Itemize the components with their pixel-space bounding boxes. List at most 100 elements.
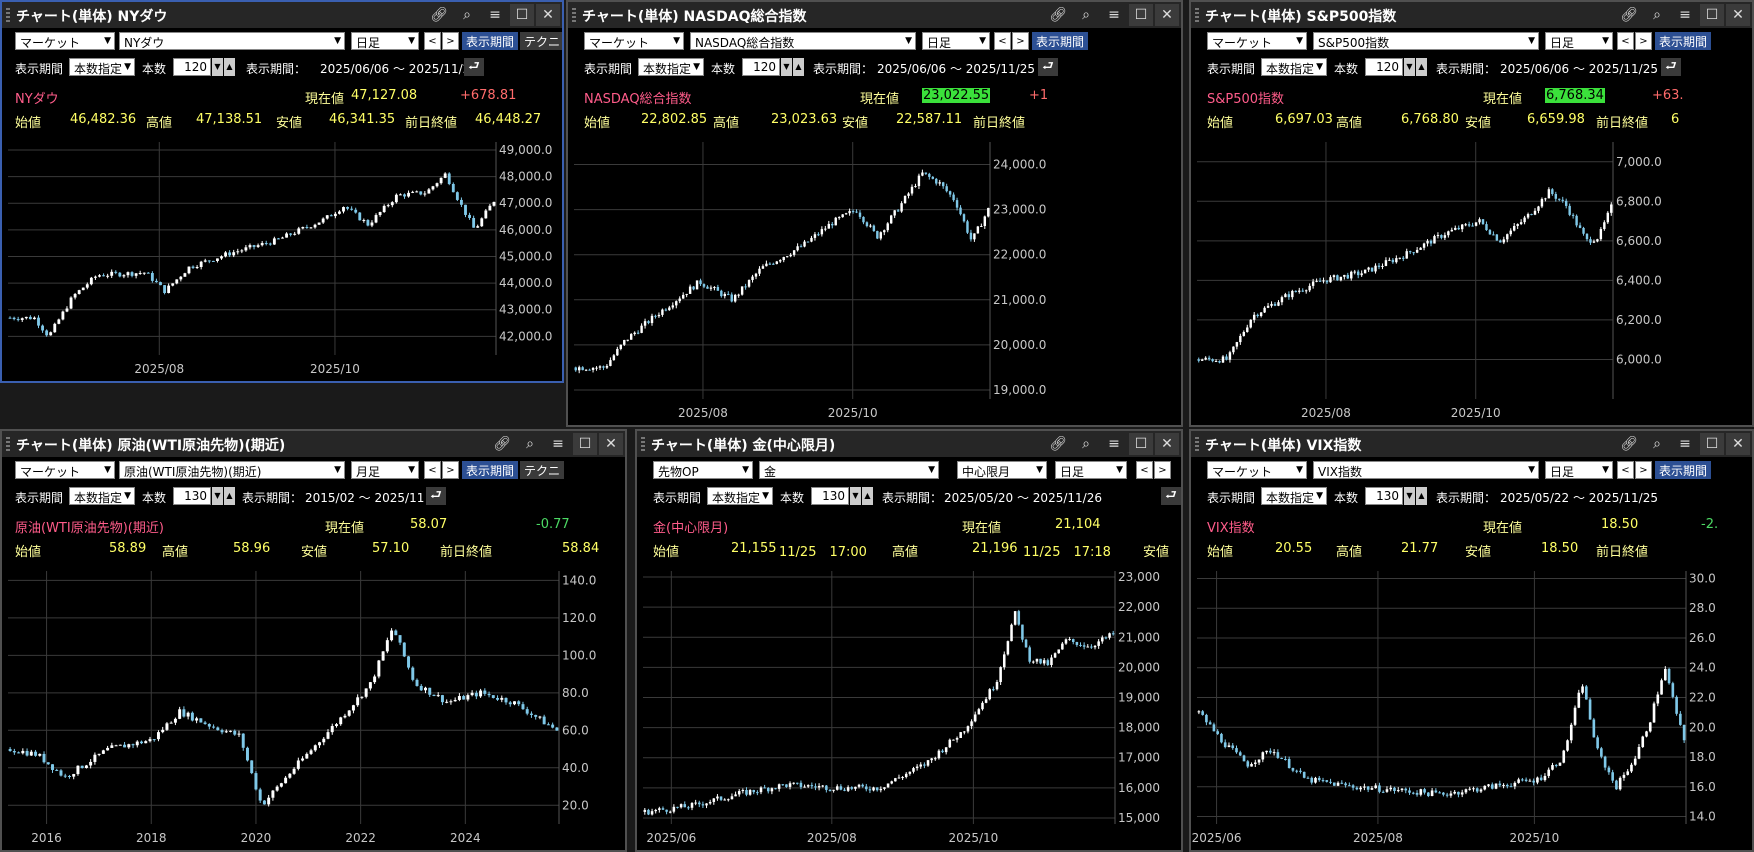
menu-icon[interactable]: ≡: [1108, 436, 1120, 452]
close-icon[interactable]: ✕: [1155, 433, 1179, 455]
count-up-icon[interactable]: ▲: [1416, 487, 1427, 505]
period-mode-select[interactable]: 本数指定 ▼: [1261, 487, 1327, 505]
market-select[interactable]: マーケット ▼: [1207, 461, 1307, 479]
contract-select[interactable]: 中心限月 ▼: [957, 461, 1047, 479]
search-icon[interactable]: ⌕: [1653, 436, 1661, 452]
candlestick-chart[interactable]: 19,000.0 20,000.0 21,000.0 22,000.0 23,000.0…: [568, 138, 1056, 425]
candlestick-chart[interactable]: 15,000 16,000 17,000 18,000 19,000 20,000 21,0…: [637, 567, 1181, 850]
count-down-icon[interactable]: ▼: [212, 487, 223, 505]
refresh-icon[interactable]: ⮐: [1161, 487, 1181, 505]
search-icon[interactable]: ⌕: [1082, 436, 1090, 452]
period-mode-select[interactable]: 本数指定 ▼: [1261, 58, 1327, 76]
link-icon[interactable]: 🔗︎: [1049, 7, 1067, 23]
refresh-icon[interactable]: ⮐: [1661, 58, 1681, 76]
count-input[interactable]: 120: [742, 58, 780, 76]
prev-icon[interactable]: <: [424, 461, 441, 479]
candlestick-chart[interactable]: 20.0 40.0 60.0 80.0 100.0 120.0 140.0 2016 2018 2…: [2, 567, 625, 850]
title-bar[interactable]: チャート(単体) 金(中心限月) 🔗︎ ⌕ ≡ ☐ ✕: [637, 431, 1181, 457]
link-icon[interactable]: 🔗︎: [430, 7, 448, 23]
market-select[interactable]: マーケット ▼: [1207, 32, 1307, 50]
title-bar[interactable]: チャート(単体) VIX指数 🔗︎ ⌕ ≡ ☐ ✕: [1191, 431, 1752, 457]
search-icon[interactable]: ⌕: [463, 7, 471, 23]
link-icon[interactable]: 🔗︎: [493, 436, 511, 452]
menu-icon[interactable]: ≡: [1108, 7, 1120, 23]
close-icon[interactable]: ✕: [1155, 4, 1179, 26]
next-icon[interactable]: >: [442, 461, 459, 479]
symbol-select[interactable]: VIX指数 ▼: [1313, 461, 1539, 479]
period-mode-select[interactable]: 本数指定 ▼: [69, 58, 135, 76]
count-up-icon[interactable]: ▲: [224, 58, 235, 76]
interval-select[interactable]: 月足 ▼: [351, 461, 419, 479]
count-down-icon[interactable]: ▼: [850, 487, 861, 505]
close-icon[interactable]: ✕: [1726, 433, 1750, 455]
candlestick-chart[interactable]: 14.0 16.0 18.0 20.0 22.0 24.0 26.0 28.0 30.0 2025…: [1191, 567, 1752, 850]
interval-select[interactable]: 日足 ▼: [922, 32, 990, 50]
count-up-icon[interactable]: ▲: [1416, 58, 1427, 76]
interval-select[interactable]: 日足 ▼: [1545, 461, 1613, 479]
prev-icon[interactable]: <: [994, 32, 1011, 50]
count-input[interactable]: 130: [1365, 487, 1403, 505]
drag-grip-icon[interactable]: [572, 8, 576, 22]
candlestick-chart[interactable]: 6,000.0 6,200.0 6,400.0 6,600.0 6,800.0 7,000…: [1191, 138, 1679, 425]
market-select[interactable]: マーケット ▼: [15, 32, 115, 50]
display-period-button[interactable]: 表示期間: [1032, 32, 1089, 50]
count-input[interactable]: 130: [173, 487, 211, 505]
market-select[interactable]: マーケット ▼: [15, 461, 115, 479]
symbol-select[interactable]: S&P500指数 ▼: [1313, 32, 1539, 50]
link-icon[interactable]: 🔗︎: [1620, 436, 1638, 452]
link-icon[interactable]: 🔗︎: [1049, 436, 1067, 452]
search-icon[interactable]: ⌕: [1653, 7, 1661, 23]
maximize-icon[interactable]: ☐: [1129, 433, 1153, 455]
prev-icon[interactable]: <: [1136, 461, 1153, 479]
maximize-icon[interactable]: ☐: [510, 4, 534, 26]
search-icon[interactable]: ⌕: [526, 436, 534, 452]
candlestick-chart[interactable]: 42,000.0 43,000.0 44,000.0 45,000.0 46,000.0…: [2, 138, 562, 381]
drag-grip-icon[interactable]: [6, 8, 10, 22]
category-select[interactable]: 先物OP ▼: [653, 461, 753, 479]
menu-icon[interactable]: ≡: [552, 436, 564, 452]
drag-grip-icon[interactable]: [6, 437, 10, 451]
symbol-select[interactable]: NASDAQ総合指数 ▼: [690, 32, 916, 50]
count-up-icon[interactable]: ▲: [224, 487, 235, 505]
drag-grip-icon[interactable]: [641, 437, 645, 451]
title-bar[interactable]: チャート(単体) 原油(WTI原油先物)(期近) 🔗︎ ⌕ ≡ ☐ ✕: [2, 431, 625, 457]
prev-icon[interactable]: <: [424, 32, 441, 50]
refresh-icon[interactable]: ⮐: [426, 487, 446, 505]
technical-button[interactable]: テクニ: [520, 461, 565, 479]
count-input[interactable]: 130: [811, 487, 849, 505]
display-period-button[interactable]: 表示期間: [462, 461, 519, 479]
interval-select[interactable]: 日足 ▼: [1545, 32, 1613, 50]
market-select[interactable]: マーケット ▼: [584, 32, 684, 50]
interval-select[interactable]: 日足 ▼: [351, 32, 419, 50]
interval-select[interactable]: 日足 ▼: [1055, 461, 1127, 479]
display-period-button[interactable]: 表示期間: [1655, 461, 1712, 479]
symbol-select[interactable]: NYダウ ▼: [119, 32, 345, 50]
link-icon[interactable]: 🔗︎: [1620, 7, 1638, 23]
count-up-icon[interactable]: ▲: [793, 58, 804, 76]
period-mode-select[interactable]: 本数指定 ▼: [638, 58, 704, 76]
count-input[interactable]: 120: [1365, 58, 1403, 76]
refresh-icon[interactable]: ⮐: [464, 58, 484, 76]
period-mode-select[interactable]: 本数指定 ▼: [707, 487, 773, 505]
count-down-icon[interactable]: ▼: [781, 58, 792, 76]
period-mode-select[interactable]: 本数指定 ▼: [69, 487, 135, 505]
count-up-icon[interactable]: ▲: [862, 487, 873, 505]
menu-icon[interactable]: ≡: [489, 7, 501, 23]
menu-icon[interactable]: ≡: [1679, 7, 1691, 23]
menu-icon[interactable]: ≡: [1679, 436, 1691, 452]
count-input[interactable]: 120: [173, 58, 211, 76]
prev-icon[interactable]: <: [1617, 32, 1634, 50]
next-icon[interactable]: >: [1635, 32, 1652, 50]
title-bar[interactable]: チャート(単体) NYダウ 🔗︎ ⌕ ≡ ☐ ✕: [2, 2, 562, 28]
count-down-icon[interactable]: ▼: [212, 58, 223, 76]
drag-grip-icon[interactable]: [1195, 8, 1199, 22]
next-icon[interactable]: >: [1012, 32, 1029, 50]
title-bar[interactable]: チャート(単体) S&P500指数 🔗︎ ⌕ ≡ ☐ ✕: [1191, 2, 1752, 28]
display-period-button[interactable]: 表示期間: [1655, 32, 1712, 50]
close-icon[interactable]: ✕: [1726, 4, 1750, 26]
count-down-icon[interactable]: ▼: [1404, 58, 1415, 76]
symbol-select[interactable]: 金 ▼: [759, 461, 939, 479]
symbol-select[interactable]: 原油(WTI原油先物)(期近) ▼: [119, 461, 345, 479]
display-period-button[interactable]: 表示期間: [462, 32, 519, 50]
technical-button[interactable]: テクニ: [520, 32, 562, 50]
